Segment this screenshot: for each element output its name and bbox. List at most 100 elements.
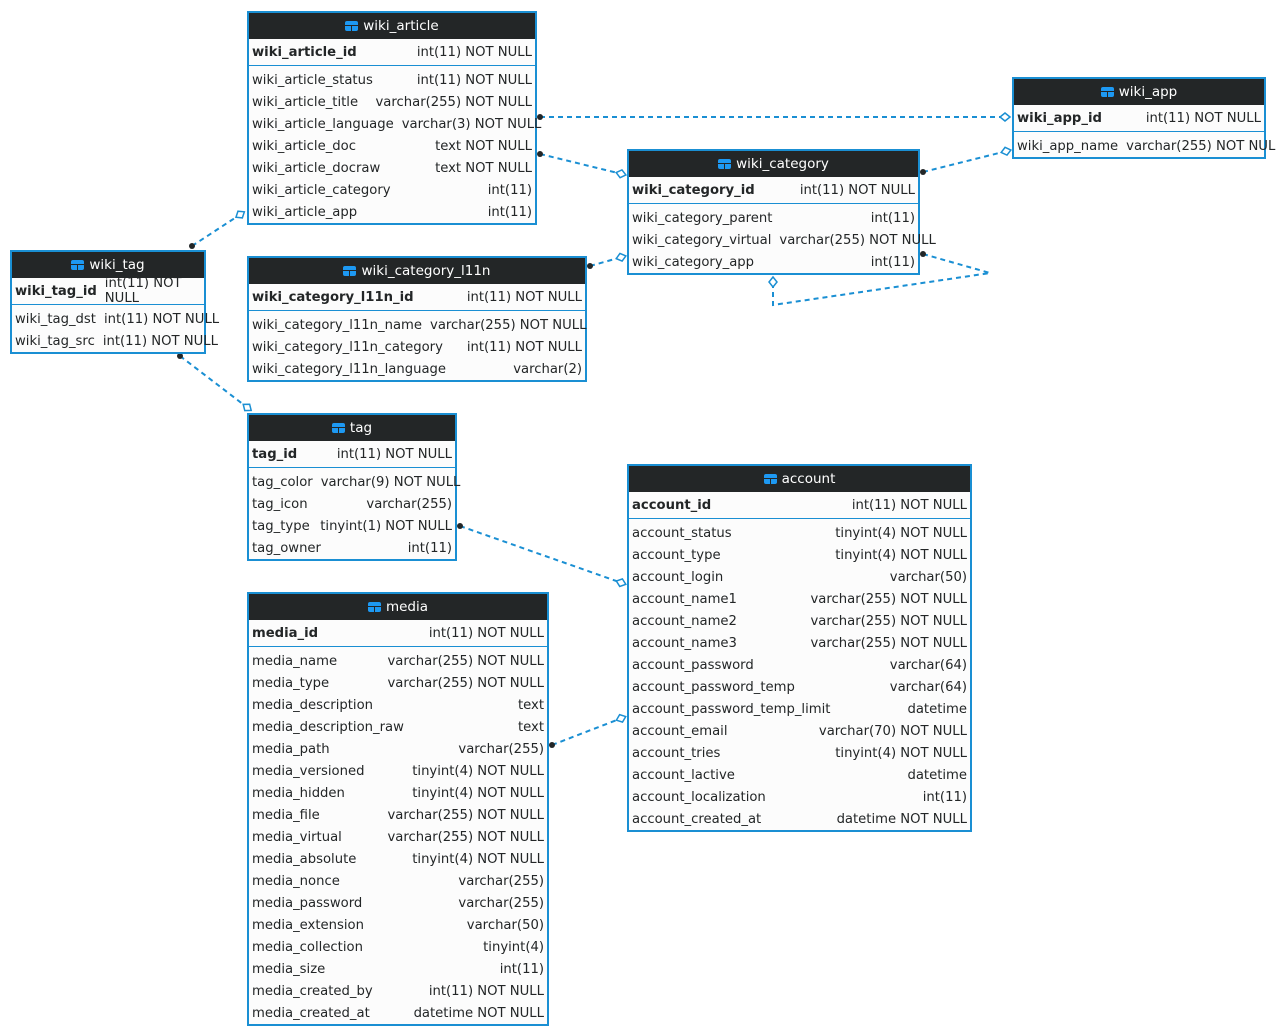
column-row[interactable]: media_nonce varchar(255) [249,870,547,892]
column-type: varchar(255) NOT NULL [387,675,545,691]
column-type: datetime NOT NULL [413,1005,544,1021]
relation-wiki_tag-to-tag[interactable] [177,353,254,414]
primary-key-row[interactable]: account_id int(11) NOT NULL [629,492,970,519]
column-row[interactable]: account_lactive datetime [629,764,970,786]
table-header[interactable]: wiki_category [629,151,918,177]
column-row[interactable]: account_name3 varchar(255) NOT NULL [629,632,970,654]
column-type: int(11) NOT NULL [336,446,452,462]
column-row[interactable]: account_localization int(11) [629,786,970,808]
column-row[interactable]: account_name2 varchar(255) NOT NULL [629,610,970,632]
column-row[interactable]: media_created_by int(11) NOT NULL [249,980,547,1002]
column-type: int(11) NOT NULL [428,625,544,641]
column-row[interactable]: account_status tinyint(4) NOT NULL [629,522,970,544]
relation-wiki_article-to-wiki_category[interactable] [537,151,628,179]
table-media[interactable]: media media_id int(11) NOT NULL media_name v… [247,592,549,1026]
table-header[interactable]: tag [249,415,455,441]
column-row[interactable]: tag_color varchar(9) NOT NULL [249,471,460,493]
primary-key-row[interactable]: wiki_category_l11n_id int(11) NOT NULL [249,284,585,311]
column-row[interactable]: wiki_category_virtual varchar(255) NOT NU… [629,229,936,251]
table-header[interactable]: wiki_article [249,13,535,39]
primary-key-row[interactable]: tag_id int(11) NOT NULL [249,441,455,468]
column-row[interactable]: account_tries tinyint(4) NOT NULL [629,742,970,764]
column-row[interactable]: tag_type tinyint(1) NOT NULL [249,515,455,537]
column-row[interactable]: media_file varchar(255) NOT NULL [249,804,547,826]
column-row[interactable]: wiki_app_name varchar(255) NOT NULL [1014,135,1276,157]
column-row[interactable]: account_name1 varchar(255) NOT NULL [629,588,970,610]
relation-media-to-account[interactable] [549,713,627,748]
column-row[interactable]: media_collection tinyint(4) [249,936,547,958]
column-row[interactable]: wiki_article_app int(11) [249,201,535,223]
column-row[interactable]: wiki_article_status int(11) NOT NULL [249,69,535,91]
table-tag[interactable]: tag tag_id int(11) NOT NULL tag_color varcha… [247,413,460,561]
fk-target-diamond-icon [998,112,1012,122]
primary-key-row[interactable]: wiki_category_id int(11) NOT NULL [629,177,918,204]
column-row[interactable]: wiki_category_l11n_language varchar(2) [249,358,585,380]
column-name: account_password [632,657,754,673]
column-row[interactable]: media_hidden tinyint(4) NOT NULL [249,782,547,804]
relation-wiki_category-to-wiki_app[interactable] [920,146,1013,175]
column-row[interactable]: account_password varchar(64) [629,654,970,676]
column-row[interactable]: account_created_at datetime NOT NULL [629,808,970,830]
column-row[interactable]: media_password varchar(255) [249,892,547,914]
column-row[interactable]: media_description_raw text [249,716,547,738]
column-row[interactable]: wiki_tag_dst int(11) NOT NULL [12,308,219,330]
column-type: tinyint(1) NOT NULL [320,518,452,534]
column-row[interactable]: media_absolute tinyint(4) NOT NULL [249,848,547,870]
column-type: int(11) NOT NULL [851,497,967,513]
table-wiki-app[interactable]: wiki_app wiki_app_id int(11) NOT NULL wiki_… [1012,77,1276,159]
column-row[interactable]: wiki_article_title varchar(255) NOT NULL [249,91,535,113]
column-row[interactable]: wiki_article_category int(11) [249,179,535,201]
column-row[interactable]: media_type varchar(255) NOT NULL [249,672,547,694]
column-row[interactable]: wiki_article_doc text NOT NULL [249,135,535,157]
column-row[interactable]: account_email varchar(70) NOT NULL [629,720,970,742]
relation-wiki_category-to-wiki_category[interactable] [768,251,991,307]
table-header[interactable]: media [249,594,547,620]
relation-wiki_tag-to-wiki_article[interactable] [189,208,247,249]
column-row[interactable]: media_size int(11) [249,958,547,980]
table-header[interactable]: wiki_tag [12,252,204,278]
table-wiki-category[interactable]: wiki_category wiki_category_id int(11) NOT… [627,149,936,275]
relation-wiki_article-to-wiki_app[interactable] [537,112,1012,122]
column-row[interactable]: media_created_at datetime NOT NULL [249,1002,547,1024]
column-row[interactable]: wiki_category_parent int(11) [629,207,918,229]
column-name: media_path [252,741,330,757]
column-row[interactable]: wiki_article_language varchar(3) NOT NULL [249,113,541,135]
table-header[interactable]: account [629,466,970,492]
column-row[interactable]: wiki_category_app int(11) [629,251,918,273]
column-name: account_name1 [632,591,737,607]
table-header[interactable]: wiki_category_l11n [249,258,585,284]
column-row[interactable]: media_description text [249,694,547,716]
column-row[interactable]: tag_icon varchar(255) [249,493,455,515]
column-row[interactable]: wiki_category_l11n_category int(11) NOT N… [249,336,585,358]
table-icon [718,159,732,169]
column-row[interactable]: media_name varchar(255) NOT NULL [249,650,547,672]
column-row[interactable]: account_login varchar(50) [629,566,970,588]
table-wiki-tag[interactable]: wiki_tag wiki_tag_id int(11) NOT NULL wiki_… [10,250,219,354]
primary-key-row[interactable]: wiki_tag_id int(11) NOT NULL [12,276,204,306]
table-account[interactable]: account account_id int(11) NOT NULL account… [627,464,972,832]
column-row[interactable]: wiki_category_l11n_name varchar(255) NOT … [249,314,587,336]
column-type: varchar(255) NOT NULL [387,807,545,823]
column-row[interactable]: wiki_tag_src int(11) NOT NULL [12,330,218,352]
primary-key-row[interactable]: wiki_article_id int(11) NOT NULL [249,39,535,66]
primary-key-row[interactable]: wiki_app_id int(11) NOT NULL [1014,105,1264,132]
table-wiki-category-l11n[interactable]: wiki_category_l11n wiki_category_l11n_id i… [247,256,587,382]
table-icon [343,266,357,276]
column-row[interactable]: account_password_temp_limit datetime [629,698,970,720]
column-row[interactable]: media_versioned tinyint(4) NOT NULL [249,760,547,782]
column-row[interactable]: account_type tinyint(4) NOT NULL [629,544,970,566]
column-row[interactable]: media_path varchar(255) [249,738,547,760]
column-row[interactable]: account_password_temp varchar(64) [629,676,970,698]
column-row[interactable]: wiki_article_docraw text NOT NULL [249,157,535,179]
relation-tag-to-account[interactable] [457,523,627,588]
column-row[interactable]: tag_owner int(11) [249,537,455,559]
primary-key-row[interactable]: media_id int(11) NOT NULL [249,620,547,647]
table-header[interactable]: wiki_app [1014,79,1264,105]
fk-source-dot-icon [177,353,183,359]
table-wiki-article[interactable]: wiki_article wiki_article_id int(11) NOT N… [247,11,541,225]
column-name: account_localization [632,789,766,805]
fk-target-diamond-icon [615,577,627,588]
relation-wiki_category_l11n-to-wiki_category[interactable] [587,252,628,269]
column-row[interactable]: media_extension varchar(50) [249,914,547,936]
column-row[interactable]: media_virtual varchar(255) NOT NULL [249,826,547,848]
